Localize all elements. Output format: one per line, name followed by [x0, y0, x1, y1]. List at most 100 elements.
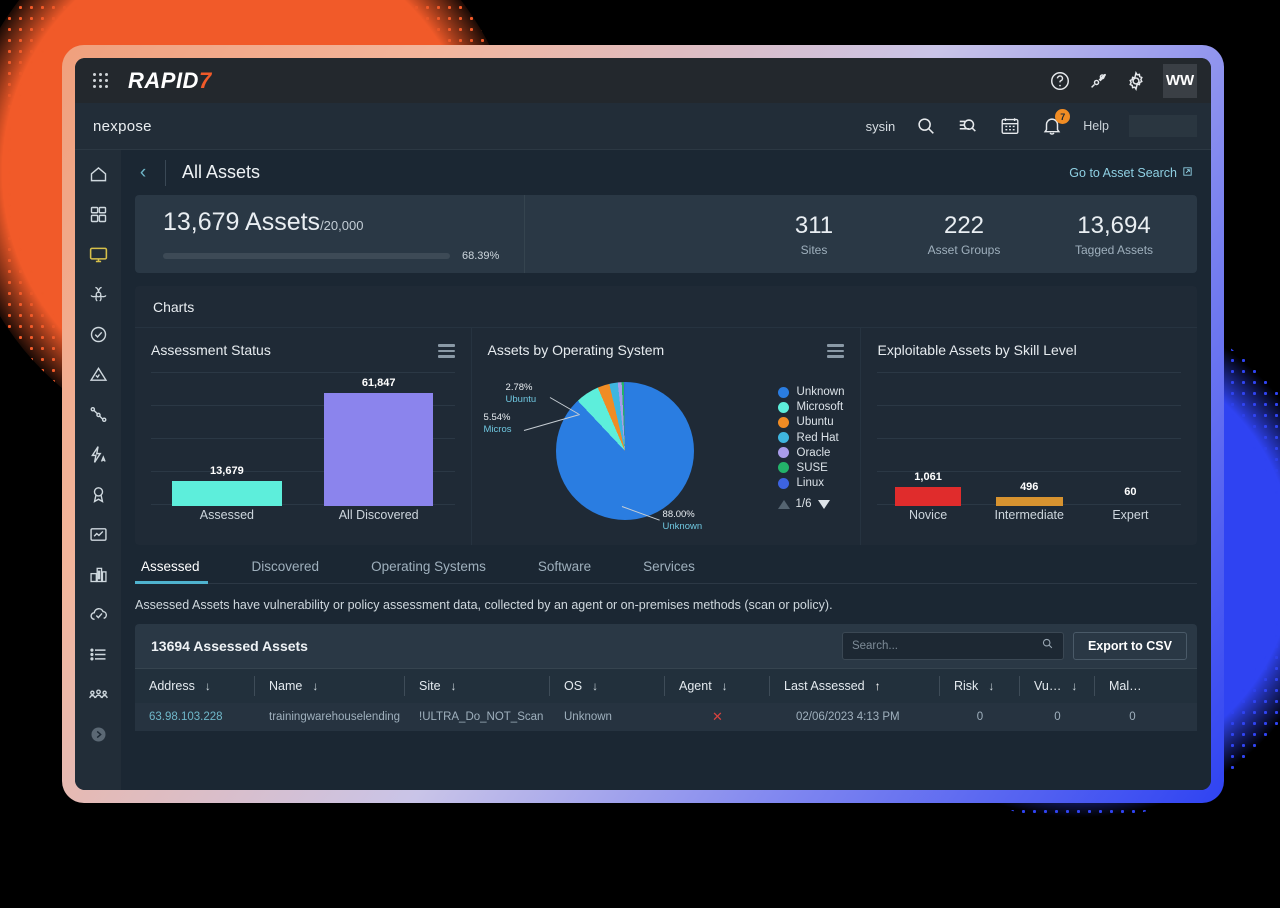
legend-item[interactable]: Oracle	[777, 446, 845, 459]
column-header-os[interactable]: OS ↓	[550, 669, 665, 703]
legend-item[interactable]: Linux	[777, 477, 845, 489]
bar[interactable]	[894, 487, 962, 506]
chart-exploitable-by-skill: Exploitable Assets by Skill Level 1,061 4…	[861, 328, 1197, 545]
column-header-name[interactable]: Name ↓	[255, 669, 405, 703]
legend-color-dot	[777, 477, 789, 489]
legend-label: Unknown	[796, 386, 845, 398]
sort-down-icon[interactable]: ↓	[592, 679, 599, 693]
column-header-mal[interactable]: Mal…	[1095, 669, 1170, 703]
user-name[interactable]: sysin	[865, 118, 896, 134]
bar[interactable]	[172, 481, 282, 506]
sort-down-icon[interactable]: ↓	[204, 679, 211, 693]
help-circle-icon[interactable]	[1049, 70, 1071, 92]
help-link[interactable]: Help	[1083, 119, 1109, 133]
reports-chart-icon[interactable]	[88, 524, 109, 545]
apps-grid-icon[interactable]	[93, 73, 108, 88]
legend-item[interactable]: Ubuntu	[777, 416, 845, 428]
dashboard-icon[interactable]	[88, 204, 109, 225]
column-header-risk[interactable]: Risk ↓	[940, 669, 1020, 703]
calendar-icon[interactable]	[999, 115, 1021, 137]
sort-down-icon[interactable]: ↓	[450, 679, 457, 693]
home-icon[interactable]	[88, 164, 109, 185]
tab-assessed[interactable]: Assessed	[135, 559, 226, 584]
column-header-agent[interactable]: Agent ↓	[665, 669, 770, 703]
column-header-lastassessed[interactable]: Last Assessed ↑	[770, 669, 940, 703]
legend-item[interactable]: SUSE	[777, 461, 845, 474]
search-icon[interactable]	[1041, 637, 1054, 655]
avatar[interactable]: WW	[1163, 63, 1197, 98]
stat-label: Sites	[800, 242, 828, 257]
chart-menu-icon[interactable]	[827, 344, 845, 358]
credentials-badge-icon[interactable]	[88, 484, 109, 505]
bell-icon[interactable]	[1041, 115, 1063, 137]
scan-path-icon[interactable]	[88, 404, 109, 425]
column-header-address[interactable]: Address ↓	[135, 669, 255, 703]
pie-chart[interactable]	[555, 382, 694, 520]
export-to-csv-button[interactable]: Export to CSV	[1072, 632, 1187, 660]
cloud-check-icon[interactable]	[88, 604, 109, 625]
go-to-asset-search-link[interactable]: Go to Asset Search	[1069, 166, 1193, 180]
legend-prev-icon[interactable]	[777, 499, 790, 509]
assets-monitor-icon[interactable]	[88, 244, 109, 265]
stat-tagged-assets[interactable]: 13,694 Tagged Assets	[1039, 212, 1189, 257]
search-input[interactable]	[851, 640, 1035, 652]
sort-up-icon[interactable]: ↑	[874, 679, 881, 693]
bar-group[interactable]: 60	[1080, 486, 1181, 506]
legend-item[interactable]: Red Hat	[777, 432, 845, 444]
sort-down-icon[interactable]: ↓	[721, 679, 728, 693]
gear-icon[interactable]	[1125, 70, 1147, 92]
rapid7-logo[interactable]: RAPID7	[128, 68, 212, 94]
table-row[interactable]: 63.98.103.228 trainingwarehouselending !UL…	[135, 703, 1197, 731]
collapse-nav-icon[interactable]	[88, 724, 109, 745]
callout-percent: 2.78%	[505, 382, 533, 393]
bar-group[interactable]: 1,061	[877, 471, 978, 506]
legend-label: SUSE	[796, 461, 828, 474]
sort-down-icon[interactable]: ↓	[312, 679, 319, 693]
column-header-site[interactable]: Site ↓	[405, 669, 550, 703]
legend-item[interactable]: Microsoft	[777, 401, 845, 413]
column-label: Last Assessed	[784, 679, 865, 693]
bar[interactable]	[1097, 502, 1164, 506]
chart-title: Assets by Operating System	[487, 342, 665, 358]
legend-item[interactable]: Unknown	[777, 386, 845, 398]
bar-value-label: 496	[1020, 481, 1039, 493]
notifications[interactable]: 7	[1041, 109, 1071, 137]
data-warehouse-icon[interactable]	[88, 564, 109, 585]
vulnerabilities-biohazard-icon[interactable]	[88, 284, 109, 305]
list-icon[interactable]	[88, 644, 109, 665]
legend-label: Oracle	[796, 446, 831, 459]
legend-next-icon[interactable]	[817, 499, 830, 509]
bar[interactable]	[995, 497, 1063, 506]
sort-down-icon[interactable]: ↓	[988, 679, 995, 693]
legend-pager: 1/6	[777, 498, 845, 510]
chart-menu-icon[interactable]	[437, 344, 455, 358]
bar-group[interactable]: 13,679	[151, 465, 303, 506]
tab-description: Assessed Assets have vulnerability or po…	[135, 598, 833, 612]
policies-check-icon[interactable]	[88, 324, 109, 345]
automation-bolt-icon[interactable]	[88, 444, 109, 465]
remediation-mountain-icon[interactable]	[88, 364, 109, 385]
rocket-icon[interactable]	[1087, 70, 1109, 92]
bar-group[interactable]: 496	[979, 481, 1080, 506]
sort-down-icon[interactable]: ↓	[1071, 679, 1078, 693]
back-button[interactable]: ‹	[139, 161, 147, 183]
cell-malware: 0	[1129, 711, 1136, 723]
stat-sites[interactable]: 311 Sites	[739, 212, 889, 257]
assets-progress-label: 68.39%	[462, 250, 500, 262]
team-icon[interactable]	[88, 684, 109, 705]
bar-group[interactable]: 61,847	[303, 377, 455, 506]
bar[interactable]	[324, 393, 434, 506]
tab-software[interactable]: Software	[537, 559, 592, 574]
hidden-button-placeholder[interactable]	[1129, 115, 1197, 137]
table-search[interactable]	[841, 632, 1064, 660]
product-name[interactable]: nexpose	[93, 117, 152, 135]
callout-name: Micros	[483, 423, 512, 435]
tab-discovered[interactable]: Discovered	[251, 559, 320, 574]
tab-operating-systems[interactable]: Operating Systems	[371, 559, 486, 574]
stat-asset-groups[interactable]: 222 Asset Groups	[889, 212, 1039, 257]
tab-services[interactable]: Services	[643, 559, 695, 574]
query-search-icon[interactable]	[957, 115, 979, 137]
column-header-vu[interactable]: Vu… ↓	[1020, 669, 1095, 703]
cell-address[interactable]: 63.98.103.228	[149, 711, 223, 723]
search-icon[interactable]	[915, 115, 937, 137]
